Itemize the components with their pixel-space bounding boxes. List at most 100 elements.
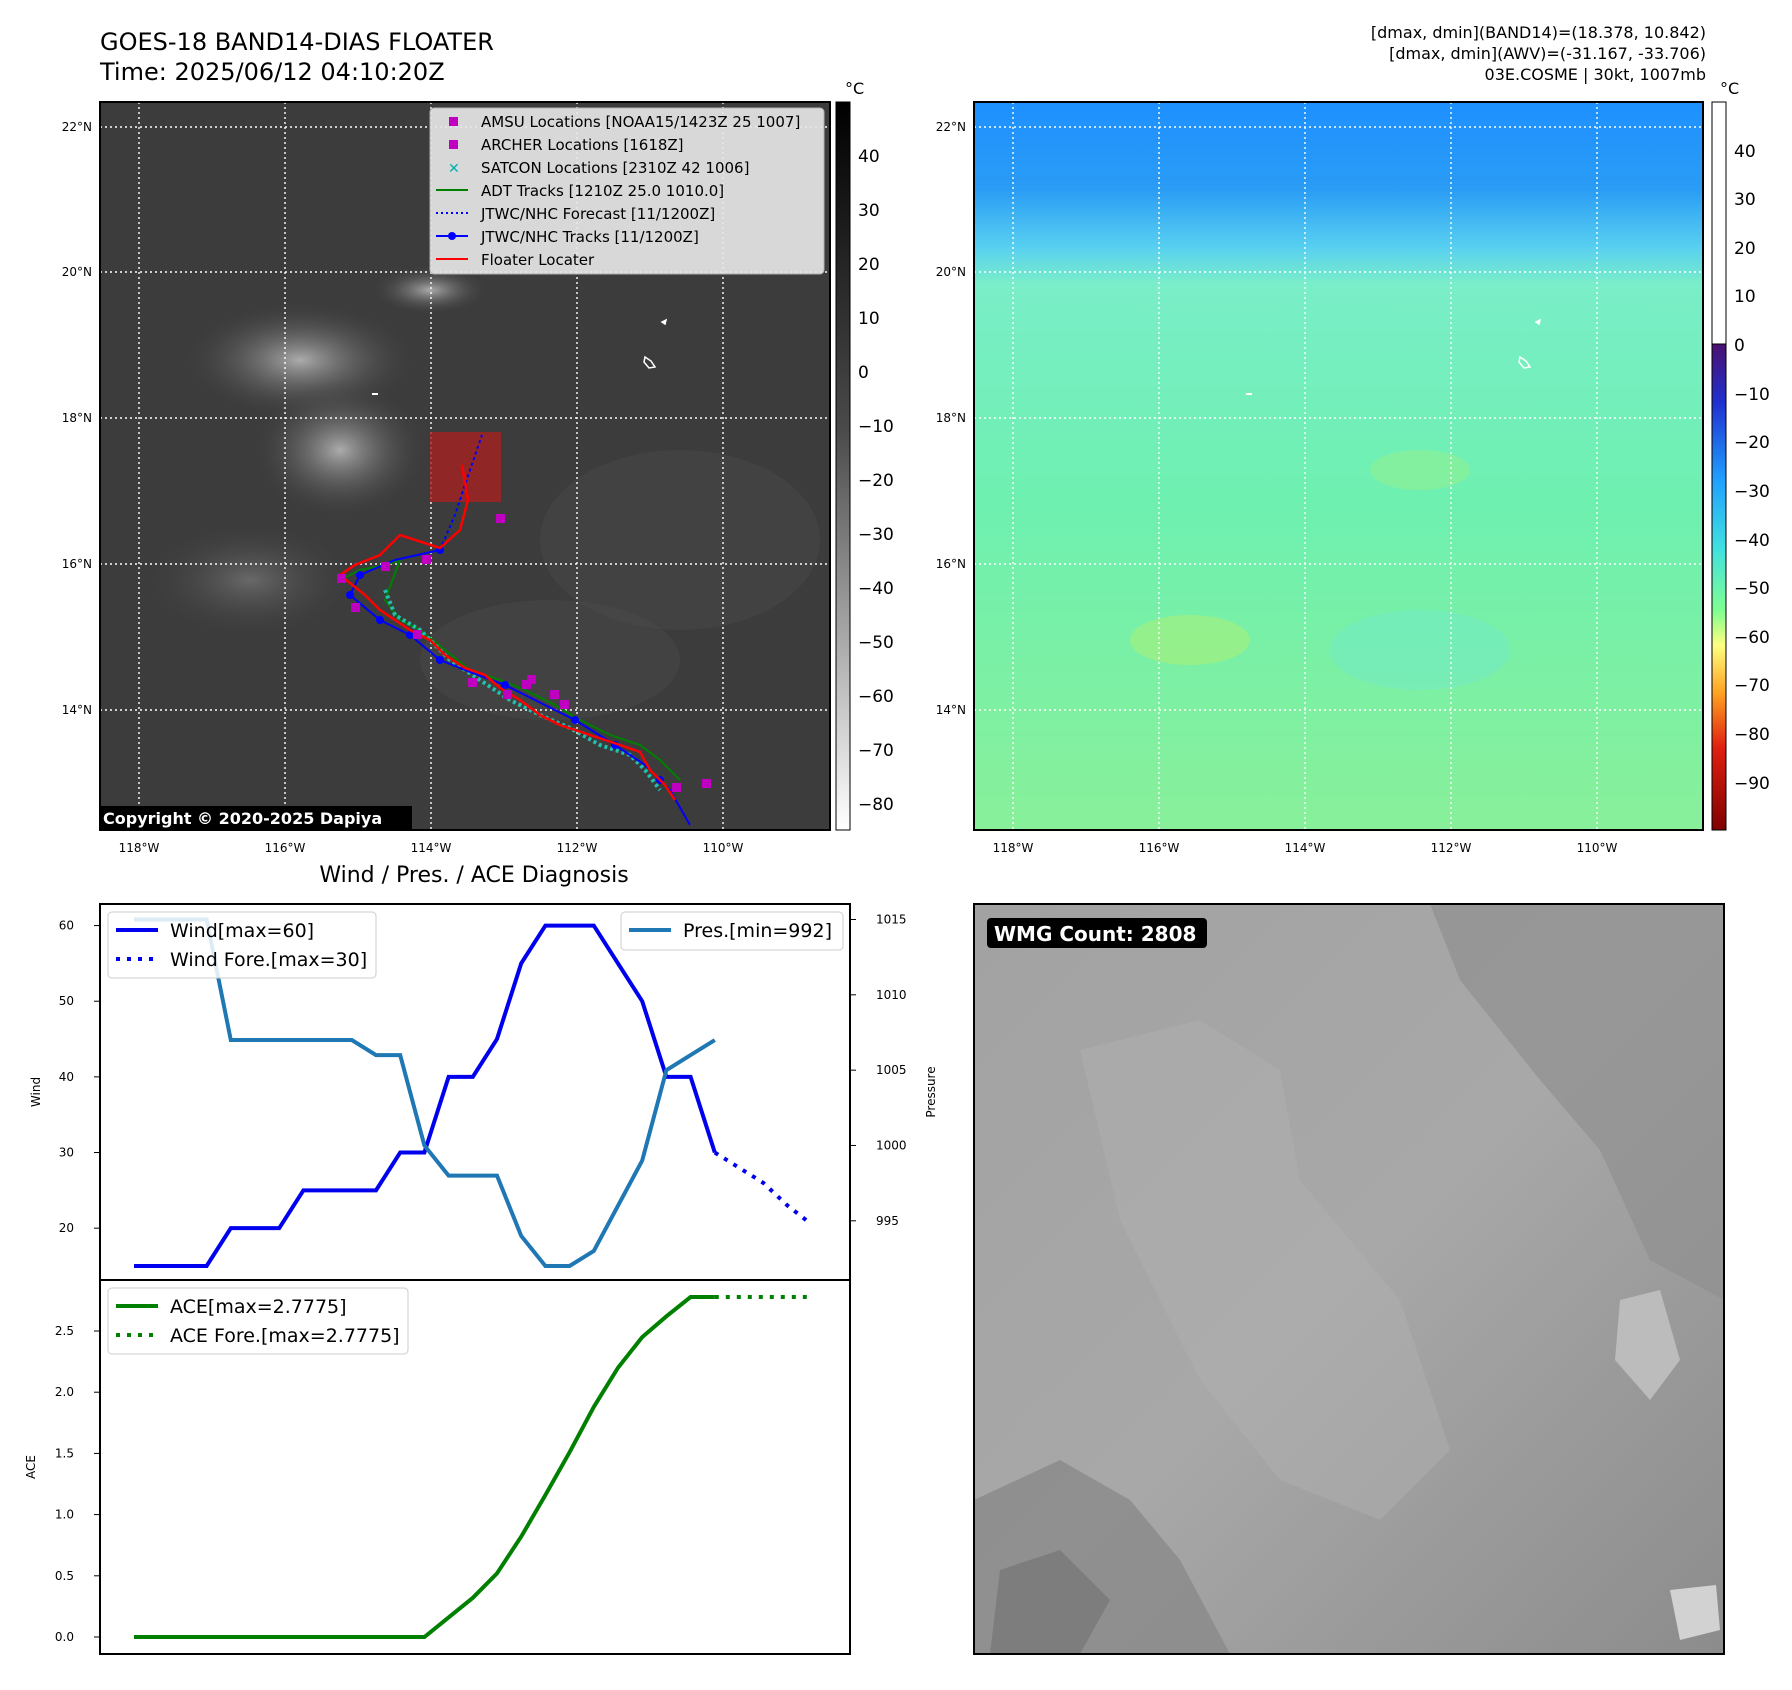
wmg-light-region	[1080, 1020, 1450, 1520]
awv-lat-tick: 14°N	[936, 703, 966, 717]
legend-wind-fore-label: Wind Fore.[max=30]	[170, 949, 367, 971]
awv-colorbar-tick: −40	[1734, 531, 1770, 551]
island-outline	[660, 318, 668, 326]
awv-colorbar-unit: °C	[1720, 79, 1739, 98]
wind-tick-label: 50	[59, 994, 74, 1008]
ir-colorbar-tick: −30	[858, 525, 894, 545]
ir-colorbar-tick: −50	[858, 633, 894, 653]
legend-ace-label: ACE[max=2.7775]	[170, 1296, 347, 1318]
ir-axis-ticks: 22°N 20°N 18°N 16°N 14°N 118°W 116°W 114…	[62, 120, 744, 855]
ace-series-line	[134, 1295, 715, 1639]
ir-colorbar-tick: −40	[858, 579, 894, 599]
wmg-count-label: WMG Count: 2808	[994, 922, 1196, 946]
ir-lon-tick: 110°W	[703, 841, 744, 855]
figure-title: GOES-18 BAND14-DIAS FLOATER	[100, 28, 494, 56]
legend-floater-label: Floater Locater	[481, 251, 595, 269]
floater-locater-track	[337, 464, 677, 801]
pressure-tick-label: 995	[876, 1214, 899, 1228]
wmg-count-badge	[987, 918, 1207, 948]
awv-lon-tick: 116°W	[1139, 841, 1180, 855]
awv-colorbar-tick: 0	[1734, 336, 1745, 356]
ir-colorbar-tick: 0	[858, 363, 869, 383]
legend-archer-marker	[449, 140, 458, 149]
ace-tick-label: 1.5	[55, 1446, 74, 1460]
ir-colorbar-tick: 40	[858, 147, 880, 167]
pressure-tick-label: 1000	[876, 1138, 907, 1152]
ir-colorbar-tick: −20	[858, 471, 894, 491]
info-band14: [dmax, dmin](BAND14)=(18.378, 10.842)	[1371, 23, 1706, 42]
awv-lon-tick: 118°W	[993, 841, 1034, 855]
ir-lon-tick: 114°W	[411, 841, 452, 855]
awv-lat-tick: 22°N	[936, 120, 966, 134]
wmg-light-region	[1615, 1290, 1680, 1400]
pressure-series-line	[134, 917, 716, 1268]
ir-colorbar-tick: −60	[858, 687, 894, 707]
wmg-frame	[973, 903, 1725, 1655]
awv-colorbar-tick: 30	[1734, 190, 1756, 210]
ir-colorbar-unit: °C	[845, 79, 864, 98]
cloud-mass	[540, 450, 820, 630]
ace-tick-label: 0.0	[55, 1630, 74, 1644]
legend-tracks-label: JTWC/NHC Tracks [11/1200Z]	[480, 228, 699, 246]
awv-colorbar-tick: 20	[1734, 239, 1756, 259]
jtwc-track	[348, 549, 691, 826]
wind-tick-label: 30	[59, 1146, 74, 1160]
cloud-mass	[420, 600, 680, 720]
awv-lon-tick: 112°W	[1431, 841, 1472, 855]
ir-lat-tick: 14°N	[62, 703, 92, 717]
pressure-tick-label: 1015	[876, 913, 907, 927]
awv-colorbar-tick: −90	[1734, 774, 1770, 794]
ir-map-panel: AMSU Locations [NOAA15/1423Z 25 1007] AR…	[99, 101, 831, 831]
wind-axis-label: Wind	[29, 1077, 43, 1107]
wind-tick-label: 40	[59, 1070, 74, 1084]
pressure-legend: Pres.[min=992]	[620, 911, 844, 951]
awv-axis-ticks: 22°N 20°N 18°N 16°N 14°N 118°W 116°W 114…	[936, 120, 1618, 855]
diagnosis-title: Wind / Pres. / ACE Diagnosis	[319, 863, 628, 888]
ace-legend: ACE[max=2.7775] ACE Fore.[max=2.7775]	[107, 1287, 409, 1355]
legend-pressure-label: Pres.[min=992]	[683, 920, 832, 942]
island-outline	[372, 393, 378, 395]
pressure-tick-label: 1010	[876, 988, 907, 1002]
island-outline	[1534, 318, 1542, 326]
legend-tracks-dot	[448, 232, 456, 240]
awv-colorbar-tick: −10	[1734, 385, 1770, 405]
legend-wind-label: Wind[max=60]	[170, 920, 314, 942]
cloud-mass	[250, 380, 430, 520]
ir-lon-tick: 118°W	[119, 841, 160, 855]
wind-tick-label: 60	[59, 919, 74, 933]
cloud-mass	[370, 265, 490, 315]
awv-lat-tick: 20°N	[936, 265, 966, 279]
info-storm: 03E.COSME | 30kt, 1007mb	[1485, 65, 1706, 84]
wmg-light-region	[1670, 1585, 1720, 1640]
ir-legend: AMSU Locations [NOAA15/1423Z 25 1007] AR…	[429, 107, 825, 275]
legend-satcon-label: SATCON Locations [2310Z 42 1006]	[481, 159, 749, 177]
legend-amsu-label: AMSU Locations [NOAA15/1423Z 25 1007]	[481, 113, 800, 131]
awv-colorbar-tick: 10	[1734, 287, 1756, 307]
cloud-mass	[140, 520, 360, 640]
ir-lon-tick: 116°W	[265, 841, 306, 855]
awv-colorbar-tick: −80	[1734, 725, 1770, 745]
ace-chart: 0.0 0.5 1.0 1.5 2.0 2.5 ACE ACE[max=2.7775] A…	[24, 1279, 851, 1655]
copyright-text: Copyright © 2020-2025 Dapiya	[103, 809, 382, 828]
pressure-tick-label: 1005	[876, 1063, 907, 1077]
ir-colorbar-tick: 10	[858, 309, 880, 329]
legend-satcon-marker: ✕	[448, 161, 460, 177]
wmg-dark-region	[1430, 904, 1724, 1300]
ace-series-group	[134, 1295, 812, 1639]
ir-lat-tick: 22°N	[62, 120, 92, 134]
wind-series-group	[134, 917, 813, 1268]
ir-map-frame	[99, 101, 831, 831]
figure-time: Time: 2025/06/12 04:10:20Z	[99, 58, 445, 86]
legend-ace-fore-label: ACE Fore.[max=2.7775]	[170, 1325, 400, 1347]
ace-axis-label: ACE	[24, 1455, 38, 1479]
moisture-patch	[1330, 610, 1510, 690]
ir-colorbar: °C 40 30 20 10 0 −10 −20 −30 −40 −50 −60…	[835, 79, 894, 831]
island-outline	[643, 355, 657, 369]
wmg-dark-region	[990, 1550, 1110, 1654]
awv-lat-tick: 18°N	[936, 411, 966, 425]
pressure-y-ticks: 995 1000 1005 1010 1015	[850, 913, 907, 1228]
wind-legend: Wind[max=60] Wind Fore.[max=30]	[107, 911, 377, 979]
awv-colorbar-tick: −20	[1734, 433, 1770, 453]
ir-colorbar-tick: −10	[858, 417, 894, 437]
